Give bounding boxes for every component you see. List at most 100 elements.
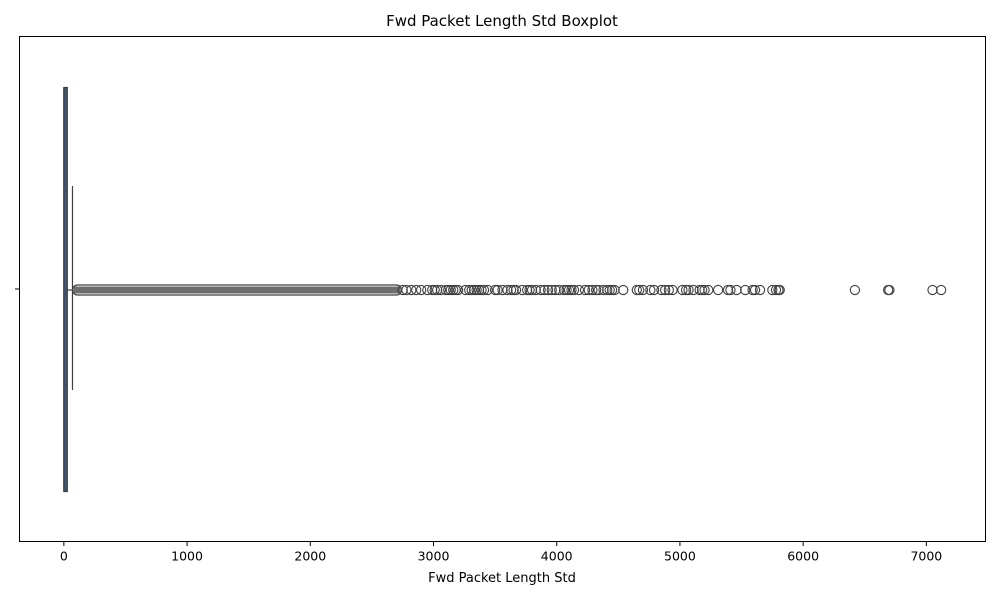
outlier-point: [469, 284, 480, 296]
outlier-point: [427, 284, 438, 296]
x-tick-label: 5000: [664, 549, 696, 564]
x-tick-label: 3000: [418, 549, 450, 564]
outlier-point: [699, 284, 710, 296]
outlier-point: [521, 284, 533, 296]
outlier-point: [770, 284, 782, 296]
outlier-point: [476, 284, 487, 296]
outlier-point: [429, 284, 440, 296]
outlier-point: [542, 284, 554, 296]
outlier-point: [505, 284, 517, 296]
outlier-point: [401, 284, 412, 296]
outlier-point: [563, 284, 575, 296]
outlier-point: [656, 284, 667, 296]
outlier-point: [440, 284, 451, 296]
outlier-point: [473, 284, 485, 296]
outlier-point: [602, 284, 613, 296]
outlier-point: [593, 284, 604, 296]
outlier-point: [406, 284, 417, 296]
outlier-point: [583, 284, 594, 296]
outlier-point: [445, 284, 456, 296]
outlier-point: [694, 284, 705, 296]
outlier-point: [590, 284, 602, 296]
outlier-point: [526, 284, 538, 296]
outlier-point: [558, 284, 570, 296]
outlier-point: [464, 284, 475, 296]
outlier-point: [712, 284, 724, 296]
outlier-point: [450, 284, 461, 296]
outlier-point: [530, 284, 541, 296]
outlier-point: [754, 284, 766, 296]
outlier-point: [884, 284, 895, 296]
outlier-point: [731, 284, 742, 296]
outlier-point: [618, 284, 629, 296]
x-tick-label: 7000: [910, 549, 942, 564]
outlier-point: [667, 284, 678, 296]
outlier-point: [411, 284, 422, 296]
outlier-point: [443, 284, 454, 296]
outlier-point: [546, 284, 557, 296]
outlier-point: [502, 284, 513, 296]
x-axis: 0 1000 2000 3000 4000 5000 6000 7000: [60, 541, 942, 564]
outlier-point: [637, 284, 649, 296]
outlier-point: [539, 284, 550, 296]
outlier-point: [696, 284, 708, 296]
outlier-point: [460, 284, 471, 296]
outlier-point: [416, 284, 427, 296]
outlier-point: [604, 284, 615, 296]
outlier-point: [725, 284, 736, 296]
outlier-point: [598, 284, 609, 296]
outlier-point: [561, 284, 572, 296]
outlier-point: [452, 284, 464, 296]
outlier-point: [659, 284, 671, 296]
outlier-point: [568, 284, 580, 296]
outlier-point: [688, 284, 699, 296]
outlier-point: [497, 284, 508, 296]
outlier-point: [849, 284, 861, 296]
outlier-point: [492, 284, 503, 296]
x-tick-label: 6000: [787, 549, 819, 564]
outlier-point: [566, 284, 577, 296]
outlier-point: [607, 284, 618, 296]
outlier-point: [432, 284, 443, 296]
outlier-point: [609, 284, 620, 296]
outlier-point: [634, 284, 645, 296]
outlier-point: [740, 284, 751, 296]
outlier-point: [747, 284, 758, 296]
outlier-point: [573, 284, 585, 296]
outlier-point: [703, 284, 714, 296]
outlier-point: [448, 284, 459, 296]
outlier-point: [677, 284, 688, 296]
outlier-point: [435, 284, 447, 296]
outlier-point: [935, 284, 947, 296]
chart-title: Fwd Packet Length Std Boxplot: [386, 12, 618, 30]
outlier-point: [510, 284, 522, 296]
outlier-point: [648, 284, 660, 296]
outlier-point: [535, 284, 546, 296]
outlier-point: [550, 284, 561, 296]
outlier-point: [471, 284, 482, 296]
outlier-point: [478, 284, 490, 296]
outlier-point: [645, 284, 656, 296]
outlier-point: [482, 284, 493, 296]
outlier-point: [663, 284, 674, 296]
outlier-point: [749, 284, 761, 296]
outlier-point: [927, 284, 938, 296]
outlier-point: [524, 284, 535, 296]
outlier-point: [680, 284, 692, 296]
x-tick-label: 1000: [171, 549, 203, 564]
outlier-point: [579, 284, 591, 296]
outlier-point: [466, 284, 477, 296]
outlier-point: [508, 284, 519, 296]
outlier-point: [774, 284, 785, 296]
x-tick-label: 0: [60, 549, 68, 564]
outlier-point: [587, 284, 598, 296]
outlier-point: [767, 284, 778, 296]
outlier-point: [489, 284, 501, 296]
outlier-point: [397, 284, 408, 296]
x-axis-label: Fwd Packet Length Std: [428, 571, 576, 586]
outlier-point: [517, 284, 528, 296]
outlier-band-fill: [73, 286, 401, 294]
outlier-point: [554, 284, 565, 296]
